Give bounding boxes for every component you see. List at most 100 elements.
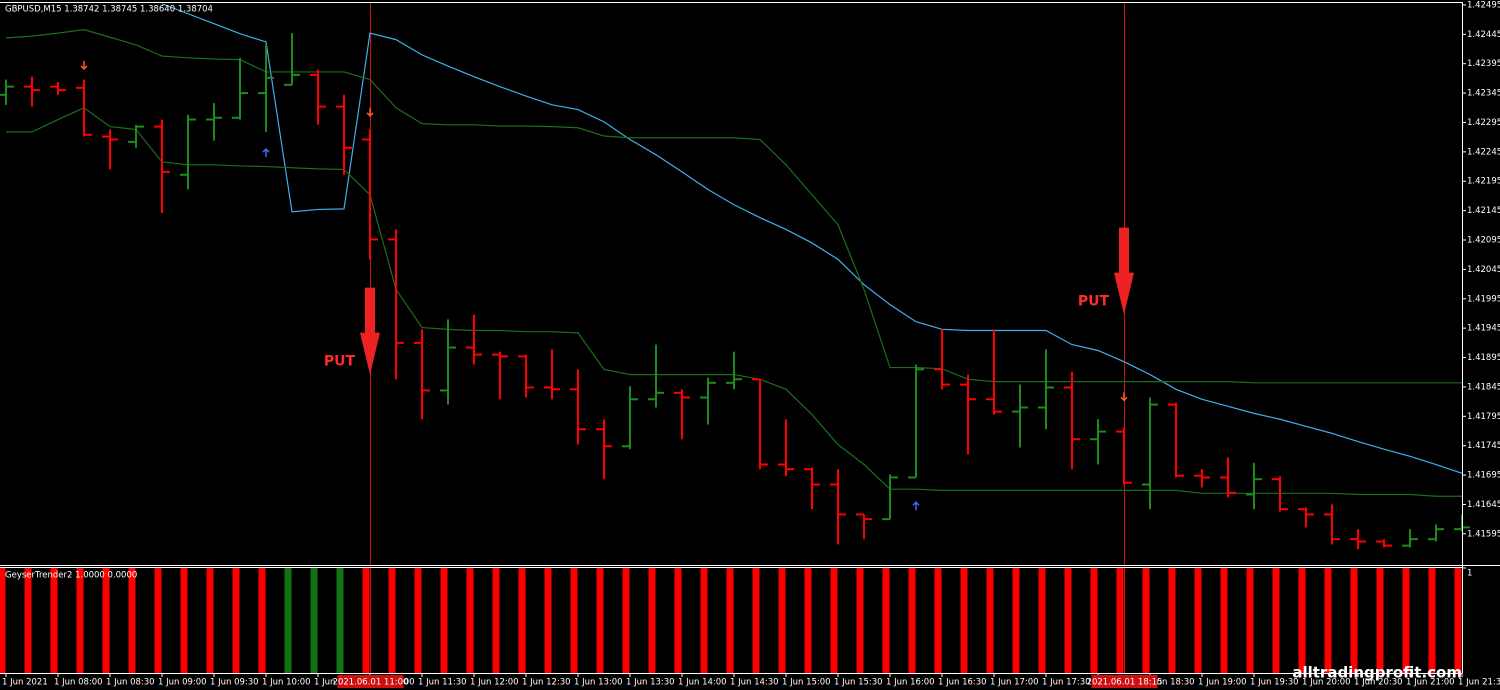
histogram-bar	[1064, 568, 1072, 673]
histogram-bar	[934, 568, 942, 673]
histogram-bar	[1298, 568, 1306, 673]
histogram-bar	[154, 568, 162, 673]
x-tick-label: 1 Jun 13:00	[574, 678, 623, 688]
x-tick-label: 1 Jun 08:00	[54, 678, 103, 688]
signal-arrow	[912, 501, 920, 511]
x-tick-label: 1 Jun 20:00	[1302, 678, 1351, 688]
y-tick-label: 1.41745	[1467, 441, 1500, 451]
histogram-bar	[492, 568, 500, 673]
y-tick-label: 1.41795	[1467, 412, 1500, 422]
y-tick-label: 1	[1467, 569, 1472, 579]
histogram-bar	[24, 568, 32, 673]
histogram-bar	[674, 568, 682, 673]
overlay: 2021.06.01 11:00 2021.06.01 18:15 PUT PUT	[80, 60, 1163, 688]
histogram-bar	[362, 568, 370, 673]
time-label-box	[337, 675, 404, 688]
histogram-bar	[336, 568, 344, 673]
signal-arrow	[80, 60, 88, 70]
histogram-bar	[960, 568, 968, 673]
histogram-bar	[1168, 568, 1176, 673]
histogram-bar	[1194, 568, 1202, 673]
watermark: alltradingprofit.com	[1292, 664, 1462, 682]
histogram-bar	[180, 568, 188, 673]
x-tick-label: 1 Jun 17:30	[1042, 678, 1091, 688]
y-tick-label: 1.41595	[1467, 529, 1500, 539]
histogram-bar	[466, 568, 474, 673]
histogram-bar	[0, 568, 6, 673]
histogram-bar	[232, 568, 240, 673]
histogram-bar	[700, 568, 708, 673]
signal-arrow	[366, 107, 374, 117]
histogram-bar	[1376, 568, 1384, 673]
histogram-bar	[1402, 568, 1410, 673]
histogram-bar	[726, 568, 734, 673]
x-tick-label: 1 Jun 15:00	[782, 678, 831, 688]
y-tick-label: 1.42245	[1467, 147, 1500, 157]
y-tick-label: 1.41645	[1467, 500, 1500, 510]
signal-arrow	[1120, 392, 1128, 402]
x-tick-label: 1 Jun 16:30	[938, 678, 987, 688]
x-tick-label: 1 Jun 19:30	[1250, 678, 1299, 688]
x-tick-label: 1 Jun 17:00	[990, 678, 1039, 688]
x-tick-label: 1 Jun 14:30	[730, 678, 779, 688]
histogram-bar	[596, 568, 604, 673]
histogram-bar	[518, 568, 526, 673]
histogram-bar	[778, 568, 786, 673]
y-tick-label: 1.42145	[1467, 206, 1500, 216]
time-label: 2021.06.01 11:00	[333, 678, 409, 688]
y-tick-label: 1.42045	[1467, 265, 1500, 275]
x-tick-label: 1 Jun 16:00	[886, 678, 935, 688]
histogram-bar	[986, 568, 994, 673]
histogram-bar	[1428, 568, 1436, 673]
y-tick-label: 1.42395	[1467, 59, 1500, 69]
histogram-bar	[206, 568, 214, 673]
histogram-bar	[1012, 568, 1020, 673]
x-tick-label: 1 Jun 12:30	[522, 678, 571, 688]
histogram-bar	[882, 568, 890, 673]
histogram-bar	[1272, 568, 1280, 673]
x-tick-label: 1 Jun 18:30	[1146, 678, 1195, 688]
y-tick-label: 1.41945	[1467, 324, 1500, 334]
histogram-bar	[1116, 568, 1124, 673]
x-tick-label: 1 Jun 20:30	[1354, 678, 1403, 688]
put-arrow	[360, 287, 380, 375]
time-label-box	[1091, 675, 1158, 688]
histogram-bar	[1142, 568, 1150, 673]
histogram-bar	[76, 568, 84, 673]
histogram-bar	[1220, 568, 1228, 673]
histogram-bar	[752, 568, 760, 673]
x-tick-label: 1 Jun 21:30	[1458, 678, 1500, 688]
x-tick-label: 1 Jun 09:00	[158, 678, 207, 688]
y-tick-label: 1.42445	[1467, 30, 1500, 40]
histogram-bar	[414, 568, 422, 673]
histogram-bar	[1454, 568, 1462, 673]
y-tick-label: 1.41895	[1467, 353, 1500, 363]
x-tick-label: 1 Jun 11:30	[418, 678, 467, 688]
x-tick-label: 1 Jun 09:30	[210, 678, 259, 688]
indicator-line	[5, 29, 1462, 384]
histogram-bar	[1038, 568, 1046, 673]
price-panel	[0, 2, 1470, 673]
histogram-bar	[1090, 568, 1098, 673]
histogram-bar	[310, 568, 318, 673]
x-tick-label: 1 Jun 13:30	[626, 678, 675, 688]
x-tick-label: 1 Jun 08:30	[106, 678, 155, 688]
histogram-bar	[102, 568, 110, 673]
histogram-bar	[1350, 568, 1358, 673]
histogram-bar	[544, 568, 552, 673]
histogram-bar	[1246, 568, 1254, 673]
y-tick-label: 1.42295	[1467, 118, 1500, 128]
histogram-bar	[258, 568, 266, 673]
x-tick-label: 1 Jun 14:00	[678, 678, 727, 688]
histogram-bar	[128, 568, 136, 673]
indicator-line	[161, 3, 1463, 474]
histogram-bar	[1324, 568, 1332, 673]
histogram-bar	[622, 568, 630, 673]
x-tick-label: 1 Jun 2021	[2, 678, 48, 688]
chart-title: GBPUSD,M15 1.38742 1.38745 1.38640 1.387…	[5, 5, 213, 15]
x-tick-label: 1 Jun 19:00	[1198, 678, 1247, 688]
y-tick-label: 1.41845	[1467, 382, 1500, 392]
time-label: 2021.06.01 18:15	[1087, 678, 1163, 688]
histogram-bar	[388, 568, 396, 673]
